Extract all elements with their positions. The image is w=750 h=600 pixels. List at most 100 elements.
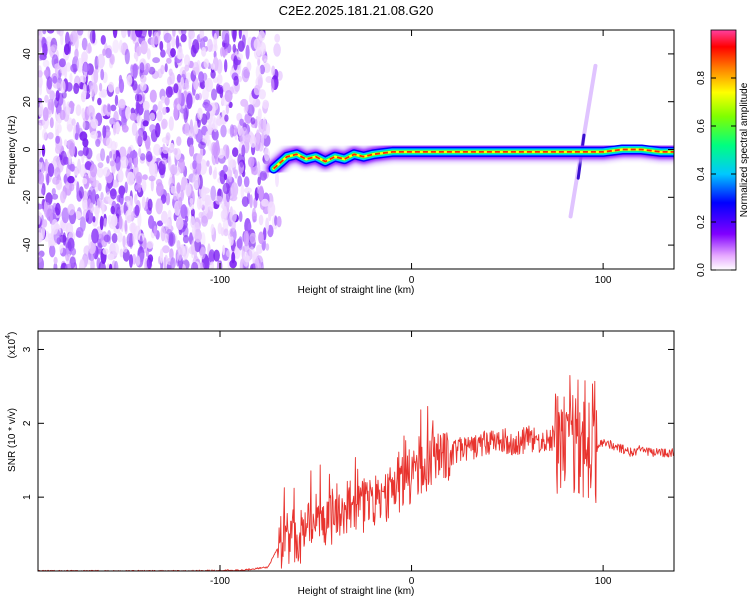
noise-speck (89, 163, 98, 178)
noise-speck (257, 58, 261, 66)
noise-speck (55, 90, 60, 102)
noise-speck (197, 107, 203, 121)
noise-speck (175, 201, 182, 209)
noise-speck (60, 190, 66, 204)
top-x-ticks: -100 0 100 (210, 30, 612, 286)
noise-speck (208, 121, 212, 135)
noise-speck (180, 30, 187, 36)
noise-speck (198, 198, 204, 209)
noise-speck (42, 43, 48, 57)
noise-speck (56, 30, 61, 35)
noise-speck (270, 78, 275, 93)
noise-speck (176, 182, 181, 194)
noise-speck (70, 30, 78, 43)
noise-speck (239, 118, 244, 127)
noise-speck (165, 86, 173, 98)
noise-speck (199, 30, 205, 40)
noise-speck (45, 36, 53, 44)
noise-speck (75, 104, 82, 116)
noise-speck (38, 172, 45, 186)
noise-speck (244, 187, 252, 194)
noise-speck (132, 253, 137, 265)
noise-speck (135, 171, 143, 185)
noise-speck (93, 68, 99, 84)
noise-speck (67, 203, 76, 216)
noise-speck (51, 188, 56, 196)
noise-speck (180, 33, 187, 43)
noise-speck (129, 150, 138, 159)
noise-speck (52, 75, 58, 84)
noise-speck (263, 147, 270, 162)
noise-speck (178, 89, 182, 105)
noise-speck (54, 63, 61, 70)
x-tick-label: -100 (210, 576, 230, 587)
noise-speck (38, 75, 43, 88)
noise-speck (123, 246, 128, 253)
noise-speck (238, 236, 243, 251)
noise-speck (58, 234, 67, 243)
noise-speck (60, 80, 66, 94)
noise-speck (170, 257, 176, 269)
noise-speck (47, 163, 55, 177)
noise-speck (207, 38, 213, 53)
noise-speck (145, 62, 151, 72)
noise-speck (260, 261, 264, 269)
noise-speck (125, 106, 131, 120)
noise-speck (166, 57, 172, 64)
colorbar-tick-label: 0.0 (696, 263, 707, 277)
noise-speck (98, 260, 106, 269)
colorbar-label: Normalized spectral amplitude (739, 82, 750, 217)
noise-speck (139, 153, 146, 161)
noise-speck (46, 30, 55, 34)
noise-speck (59, 109, 66, 121)
noise-speck (114, 94, 119, 106)
noise-speck (258, 30, 266, 41)
noise-speck (162, 146, 170, 154)
noise-speck (211, 88, 217, 101)
noise-speck (219, 86, 224, 99)
noise-speck (176, 73, 182, 83)
noise-speck (82, 120, 86, 130)
colorbar-gradient (710, 29, 737, 271)
noise-speck (60, 31, 64, 46)
noise-speck (244, 101, 249, 113)
noise-speck (203, 259, 210, 269)
x-tick-label: 100 (595, 275, 612, 286)
colorbar-tick-label: 0.8 (696, 71, 707, 85)
noise-speck (135, 255, 141, 267)
noise-speck (192, 39, 200, 54)
noise-speck (38, 149, 41, 160)
noise-speck (102, 48, 106, 56)
noise-speck (141, 179, 147, 192)
noise-speck (117, 169, 124, 183)
noise-speck (41, 144, 46, 157)
noise-speck (155, 198, 163, 215)
noise-speck (206, 160, 210, 167)
noise-speck (83, 169, 87, 177)
noise-speck (102, 125, 107, 139)
noise-speck (251, 263, 256, 269)
noise-speck (69, 183, 75, 192)
snr-frame (37, 330, 675, 572)
noise-speck (256, 161, 261, 177)
noise-speck (49, 244, 56, 258)
noise-speck (43, 202, 51, 219)
noise-speck (46, 173, 50, 186)
noise-speck (241, 196, 249, 208)
noise-speck (142, 100, 150, 111)
noise-speck (172, 30, 176, 38)
noise-speck (210, 185, 217, 201)
noise-speck (225, 104, 230, 115)
noise-speck (215, 195, 223, 205)
noise-speck (126, 232, 135, 248)
noise-speck (239, 127, 245, 144)
noise-speck (176, 136, 182, 147)
noise-speck (161, 118, 168, 129)
noise-speck (82, 83, 87, 99)
noise-speck (102, 166, 111, 177)
noise-speck (119, 196, 124, 205)
noise-speck (177, 246, 183, 261)
colorbar: 0.0 0.2 0.4 0.6 0.8 Normalized spectral ampl… (696, 29, 750, 277)
noise-speck (169, 72, 175, 85)
noise-speck (49, 210, 53, 225)
